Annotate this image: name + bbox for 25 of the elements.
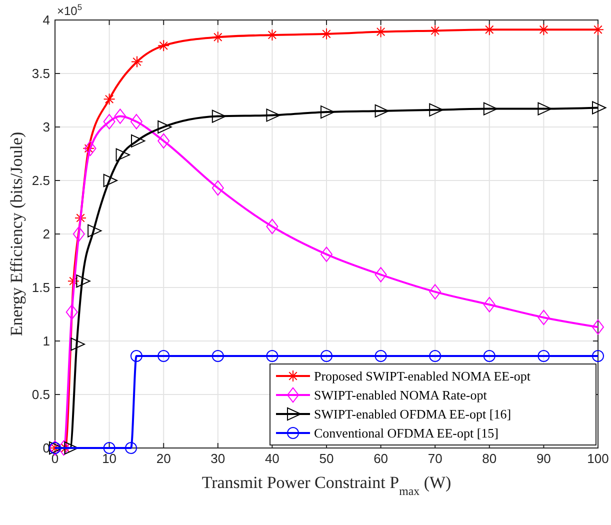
x-tick-label: 90 <box>536 451 551 466</box>
x-tick-label: 10 <box>102 451 117 466</box>
legend-label: Proposed SWIPT-enabled NOMA EE-opt <box>314 368 531 384</box>
x-tick-label: 30 <box>210 451 226 466</box>
x-tick-label: 60 <box>374 451 388 466</box>
y-axis-title: Energy Efficiency (bits/Joule) <box>7 132 26 336</box>
x-tick-label: 50 <box>319 451 334 466</box>
text: ×10$^{5}$ <box>57 2 82 18</box>
legend-label: SWIPT-enabled NOMA Rate-opt <box>314 388 488 402</box>
y-tick-label: 1 <box>42 334 50 348</box>
y-tick-label: 0.5 <box>32 387 50 402</box>
legend-label: SWIPT-enabled OFDMA EE-opt [16] <box>314 406 512 422</box>
x-tick-label: 80 <box>482 451 497 466</box>
x-tick-label: 100 <box>587 451 609 466</box>
x-tick-label: 40 <box>264 451 280 466</box>
y-tick-label: 1.5 <box>32 280 50 295</box>
x-tick-label: 70 <box>428 451 442 466</box>
y-tick-label: 2 <box>42 226 50 242</box>
legend-label: Conventional OFDMA EE-opt [15] <box>314 426 499 440</box>
y-tick-label: 3 <box>42 120 50 134</box>
y-tick-label: 4 <box>42 12 50 28</box>
x-axis-title: Transmit Power Constraint P$_{max}$ (W) <box>202 473 452 498</box>
y-tick-label: 3.5 <box>32 66 50 81</box>
y-tick-label: 2.5 <box>32 173 50 188</box>
x-tick-label: 20 <box>156 451 171 466</box>
